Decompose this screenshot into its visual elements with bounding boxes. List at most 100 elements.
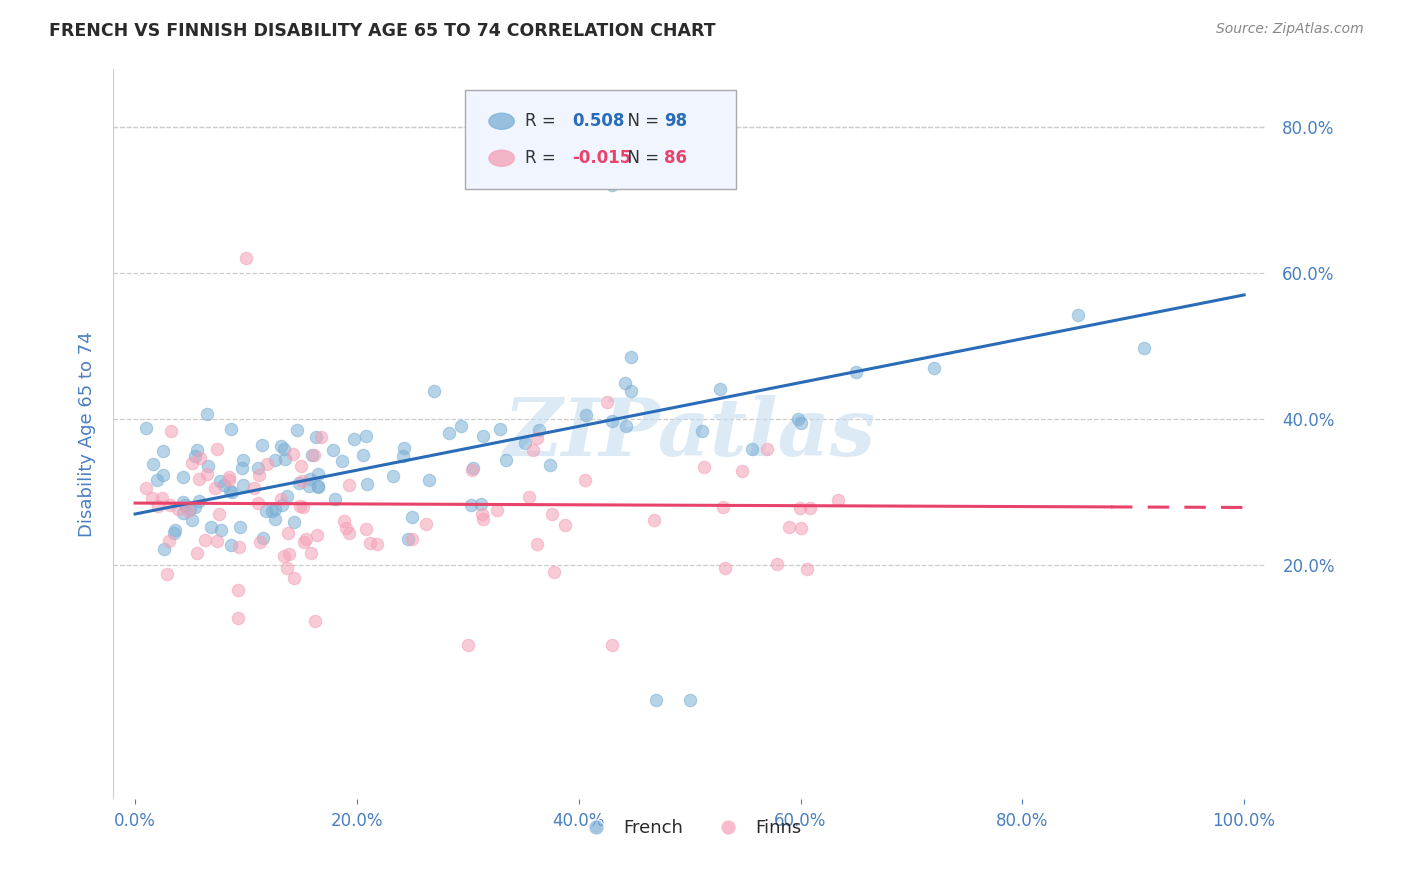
Text: R =: R =	[524, 112, 561, 130]
Point	[799, 500, 821, 515]
Point	[789, 416, 811, 430]
Point	[645, 693, 668, 707]
Point	[235, 252, 257, 266]
Point	[159, 498, 181, 512]
Point	[845, 365, 868, 379]
Point	[470, 497, 492, 511]
Text: 0.508: 0.508	[572, 112, 624, 130]
Point	[270, 439, 292, 453]
Point	[522, 442, 544, 457]
Point	[620, 384, 643, 398]
Point	[187, 473, 209, 487]
Point	[163, 526, 186, 541]
Point	[415, 517, 437, 532]
Point	[212, 478, 235, 492]
Point	[173, 506, 195, 520]
Point	[517, 490, 540, 504]
Point	[922, 360, 945, 375]
Point	[135, 481, 157, 495]
Point	[172, 494, 194, 508]
Legend: French, Finns: French, Finns	[571, 812, 808, 845]
Point	[827, 492, 849, 507]
Point	[1133, 341, 1156, 355]
Point	[366, 537, 388, 551]
Text: -0.015: -0.015	[572, 149, 631, 167]
Point	[205, 442, 228, 456]
Point	[359, 536, 381, 550]
Point	[221, 538, 243, 552]
Point	[142, 457, 165, 471]
Point	[262, 504, 284, 518]
Point	[741, 442, 763, 456]
Point	[401, 509, 423, 524]
Point	[786, 412, 808, 426]
Point	[343, 432, 366, 446]
Text: R =: R =	[524, 149, 561, 167]
Point	[247, 460, 270, 475]
Point	[575, 408, 598, 422]
Point	[247, 495, 270, 509]
Point	[276, 490, 298, 504]
Point	[209, 523, 232, 537]
Point	[354, 522, 377, 536]
Point	[195, 407, 218, 421]
Point	[270, 498, 292, 512]
Point	[276, 561, 298, 575]
Point	[290, 459, 312, 474]
Point	[307, 467, 329, 481]
Point	[297, 478, 319, 492]
Point	[290, 499, 312, 513]
Point	[184, 500, 207, 515]
Point	[382, 469, 405, 483]
Point	[352, 448, 374, 462]
Point	[274, 452, 297, 467]
Point	[179, 502, 201, 516]
Point	[471, 512, 494, 526]
Point	[228, 540, 250, 554]
Point	[538, 458, 561, 472]
Point	[302, 448, 325, 462]
Point	[207, 507, 229, 521]
Point	[554, 518, 576, 533]
Point	[778, 520, 800, 534]
Point	[218, 473, 240, 487]
Point	[186, 443, 208, 458]
FancyBboxPatch shape	[465, 90, 735, 189]
Circle shape	[489, 113, 515, 129]
Point	[307, 479, 329, 493]
Point	[693, 460, 716, 475]
Point	[188, 451, 211, 466]
Point	[186, 546, 208, 560]
Point	[461, 463, 484, 477]
Point	[526, 537, 548, 551]
Point	[176, 503, 198, 517]
Text: FRENCH VS FINNISH DISABILITY AGE 65 TO 74 CORRELATION CHART: FRENCH VS FINNISH DISABILITY AGE 65 TO 7…	[49, 22, 716, 40]
Point	[232, 453, 254, 467]
Point	[796, 562, 818, 576]
Text: N =: N =	[617, 112, 664, 130]
Point	[165, 523, 187, 537]
Point	[273, 549, 295, 564]
Point	[614, 418, 637, 433]
Point	[232, 477, 254, 491]
Point	[574, 473, 596, 487]
Point	[485, 502, 508, 516]
Point	[194, 533, 217, 548]
Point	[495, 452, 517, 467]
Point	[173, 498, 195, 512]
Point	[160, 424, 183, 438]
Text: 86: 86	[664, 149, 688, 167]
Point	[226, 582, 249, 597]
Point	[231, 461, 253, 475]
Point	[596, 394, 619, 409]
Text: ZIPatlas: ZIPatlas	[503, 395, 876, 473]
Point	[287, 475, 309, 490]
Point	[709, 382, 731, 396]
Point	[153, 541, 176, 556]
Point	[526, 431, 548, 445]
Point	[543, 565, 565, 579]
Text: Source: ZipAtlas.com: Source: ZipAtlas.com	[1216, 22, 1364, 37]
Point	[252, 438, 274, 452]
Point	[330, 454, 353, 468]
Point	[281, 447, 304, 461]
